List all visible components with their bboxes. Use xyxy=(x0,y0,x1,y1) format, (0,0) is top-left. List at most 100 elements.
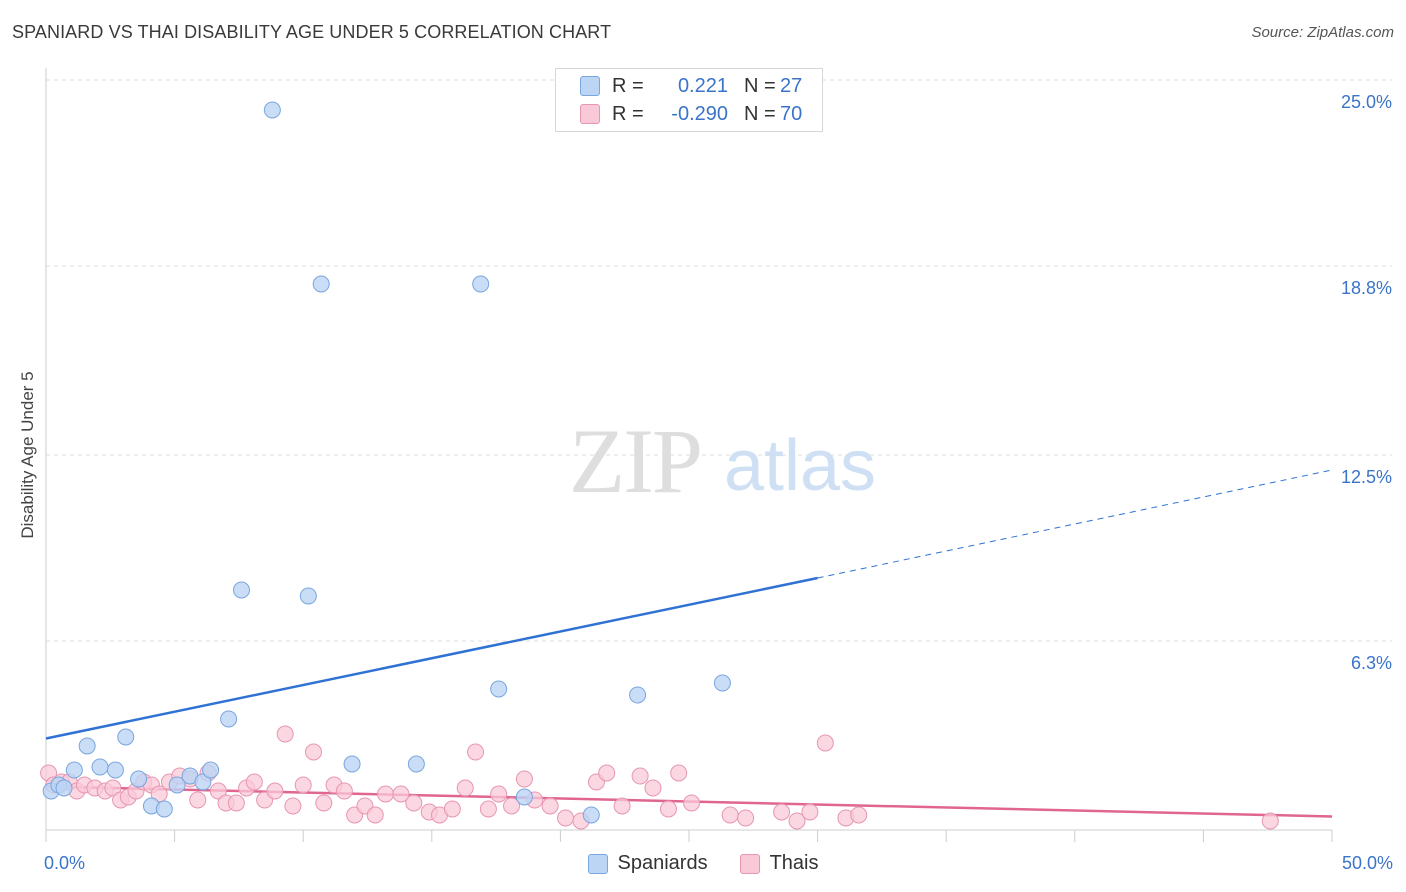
legend-n-label: N = xyxy=(744,74,776,97)
trend-line-spaniards xyxy=(45,576,818,740)
point-thais xyxy=(189,791,207,809)
point-spaniards xyxy=(472,275,490,293)
point-thais xyxy=(816,734,834,752)
legend-r-label: R = xyxy=(612,102,644,125)
point-spaniards xyxy=(168,776,186,794)
point-thais xyxy=(276,725,294,743)
point-spaniards xyxy=(78,737,96,755)
point-spaniards xyxy=(490,680,508,698)
point-thais xyxy=(104,779,122,797)
legend-swatch-spaniards xyxy=(580,76,600,96)
point-spaniards xyxy=(91,758,109,776)
legend-n-value: 70 xyxy=(780,102,803,125)
bottom-legend-label-spaniards: Spaniards xyxy=(617,852,708,874)
point-thais xyxy=(227,794,245,812)
point-thais xyxy=(304,743,322,761)
bottom-legend-swatch-thais xyxy=(739,853,760,874)
point-thais xyxy=(456,779,474,797)
x-tick-label: 0.0% xyxy=(44,853,85,873)
point-spaniards xyxy=(263,101,281,119)
point-thais xyxy=(613,797,631,815)
point-spaniards xyxy=(582,806,600,824)
point-thais xyxy=(266,782,284,800)
point-thais xyxy=(737,809,755,827)
point-thais xyxy=(683,794,701,812)
source-label: Source: ZipAtlas.com xyxy=(1251,24,1394,41)
point-spaniards xyxy=(155,800,173,818)
bottom-legend: Spaniards Thais xyxy=(0,852,1406,875)
point-spaniards xyxy=(202,761,220,779)
point-thais xyxy=(294,776,312,794)
point-spaniards xyxy=(515,788,533,806)
tick-labels: 6.3% 12.5% 18.8% 25.0% 0.0% 50.0% xyxy=(44,92,1393,873)
legend-box: R = 0.221 N = 27 R = -0.290 N = 70 xyxy=(555,68,823,132)
legend-swatch-thais xyxy=(580,104,600,124)
point-spaniards xyxy=(117,728,135,746)
point-spaniards xyxy=(343,755,361,773)
point-thais xyxy=(479,800,497,818)
legend-row-spaniards: R = 0.221 N = 27 xyxy=(580,72,802,100)
point-thais xyxy=(644,779,662,797)
legend-r-value: -0.290 xyxy=(671,102,728,125)
point-spaniards xyxy=(713,674,731,692)
y-tick-label: 25.0% xyxy=(1341,92,1392,112)
point-thais xyxy=(598,764,616,782)
watermark-atlas: atlas xyxy=(724,426,876,506)
legend-r-value: 0.221 xyxy=(677,74,728,97)
point-spaniards xyxy=(312,275,330,293)
y-tick-label: 12.5% xyxy=(1341,467,1392,487)
point-thais xyxy=(631,767,649,785)
point-thais xyxy=(315,794,333,812)
point-thais xyxy=(150,785,168,803)
point-thais xyxy=(503,797,521,815)
bottom-legend-thais: Thais xyxy=(739,852,819,875)
y-tick-label: 6.3% xyxy=(1351,653,1392,673)
point-thais xyxy=(209,782,227,800)
y-tick-label: 18.8% xyxy=(1341,278,1392,298)
point-spaniards xyxy=(130,770,148,788)
x-tick-label: 50.0% xyxy=(1342,853,1393,873)
point-thais xyxy=(515,770,533,788)
chart-title: SPANIARD VS THAI DISABILITY AGE UNDER 5 … xyxy=(12,22,612,42)
legend-n-value: 27 xyxy=(780,74,803,97)
point-spaniards xyxy=(407,755,425,773)
legend-n-label: N = xyxy=(744,102,776,125)
point-spaniards xyxy=(629,686,647,704)
point-spaniards xyxy=(65,761,83,779)
bottom-legend-swatch-spaniards xyxy=(587,853,608,874)
point-thais xyxy=(335,782,353,800)
point-thais xyxy=(366,806,384,824)
bottom-legend-spaniards: Spaniards xyxy=(587,852,708,875)
point-thais xyxy=(490,785,508,803)
point-spaniards xyxy=(220,710,238,728)
legend-row-thais: R = -0.290 N = 70 xyxy=(580,100,802,128)
point-thais xyxy=(1261,812,1279,830)
point-thais xyxy=(659,800,677,818)
point-spaniards xyxy=(55,779,73,797)
legend-r-label: R = xyxy=(612,74,644,97)
data-points xyxy=(40,101,1279,830)
point-thais xyxy=(405,794,423,812)
point-thais xyxy=(541,797,559,815)
point-thais xyxy=(773,803,791,821)
point-thais xyxy=(392,785,410,803)
trend-line-spaniards-extension xyxy=(817,469,1333,579)
watermark-zip: ZIP xyxy=(569,410,701,512)
point-thais xyxy=(801,803,819,821)
bottom-legend-label-thais: Thais xyxy=(769,852,819,874)
point-spaniards xyxy=(106,761,124,779)
trend-lines xyxy=(45,469,1333,818)
point-spaniards xyxy=(299,587,317,605)
point-thais xyxy=(284,797,302,815)
point-thais xyxy=(670,764,688,782)
point-spaniards xyxy=(194,773,212,791)
point-thais xyxy=(721,806,739,824)
point-thais xyxy=(788,812,806,830)
point-thais xyxy=(850,806,868,824)
point-thais xyxy=(245,773,263,791)
grid-lines xyxy=(46,79,1392,642)
point-thais xyxy=(467,743,485,761)
point-thais xyxy=(377,785,395,803)
point-thais xyxy=(443,800,461,818)
